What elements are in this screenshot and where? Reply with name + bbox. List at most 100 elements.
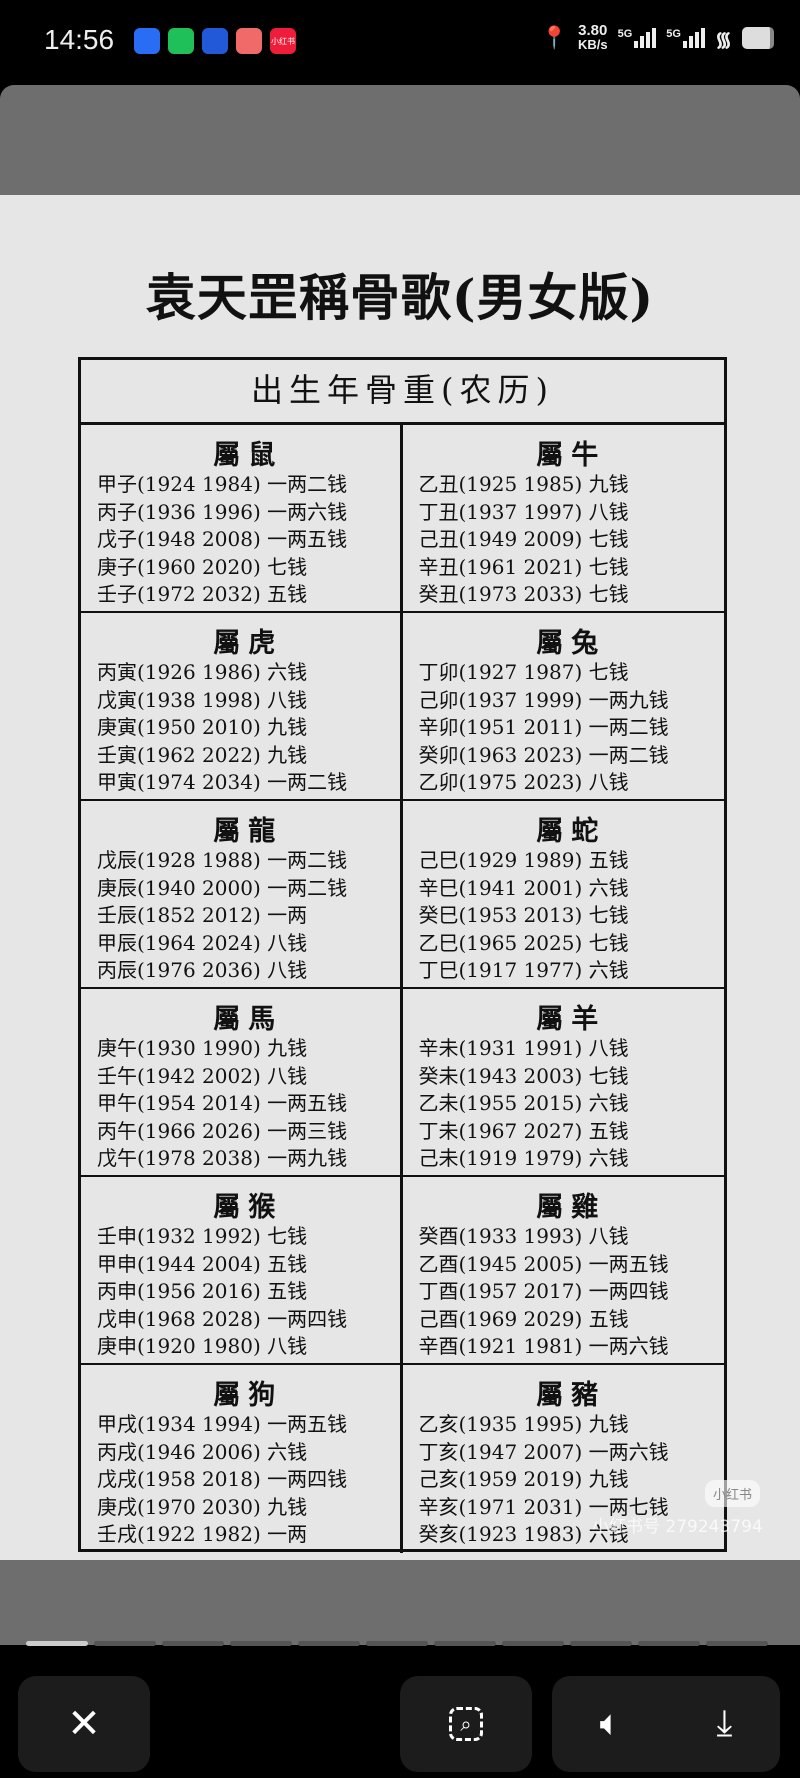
weight-row: 丙戌(1946 2006) 六钱 — [97, 1439, 308, 1464]
zodiac-cell: 屬雞 癸酉(1933 1993) 八钱乙酉(1945 2005) 一两五钱 丁酉(1… — [402, 1177, 724, 1365]
weight-row: 癸卯(1963 2023) 一两二钱 — [418, 742, 669, 767]
wifi-icon: ᯾ — [714, 28, 732, 51]
weight-row: 丁亥(1947 2007) 一两六钱 — [418, 1439, 669, 1464]
weight-row: 丁巳(1917 1977) 六钱 — [418, 958, 629, 982]
volume-icon[interactable]: 🔈︎ — [599, 1703, 622, 1744]
weight-row: 庚子(1960 2020) 七钱 — [97, 554, 308, 579]
weight-row: 甲午(1954 2014) 一两五钱 — [97, 1091, 348, 1115]
weight-row: 丙申(1956 2016) 五钱 — [97, 1279, 308, 1303]
zodiac-cell: 屬牛 乙丑(1925 1985) 九钱 丁丑(1937 1997) 八钱 己丑(194… — [402, 425, 724, 613]
zodiac-heading: 屬鼠 — [213, 440, 284, 471]
zodiac-heading: 屬雞 — [536, 1192, 607, 1223]
weight-row: 戊辰(1928 1988) 一两二钱 — [97, 848, 348, 872]
zodiac-cell: 屬豬 乙亥(1935 1995) 九钱丁亥(1947 2007) 一两六钱 己亥(1… — [403, 1365, 725, 1553]
zodiac-cell: 屬鼠 甲子(1924 1984) 一两二钱 丙子(1936 1996) 一两六钱 戊子… — [81, 425, 403, 613]
weight-row: 己丑(1949 2009) 七钱 — [418, 527, 629, 551]
page-dot[interactable] — [230, 1641, 292, 1646]
weight-row: 己酉(1969 2029) 五钱 — [418, 1306, 629, 1331]
weight-row: 甲子(1924 1984) 一两二钱 — [97, 472, 348, 496]
weight-row: 癸巳(1953 2013) 七钱 — [418, 903, 629, 927]
weight-row: 丙子(1936 1996) 一两六钱 — [97, 499, 348, 524]
zodiac-cell: 屬馬 庚午(1930 1990) 九钱 壬午(1942 2002) 八钱甲午(195… — [81, 989, 403, 1177]
weight-row: 己巳(1929 1989) 五钱 — [418, 848, 629, 872]
zodiac-cell: 屬蛇 己巳(1929 1989) 五钱 辛巳(1941 2001) 六钱 癸巳(195… — [402, 801, 724, 989]
page-dot[interactable] — [638, 1641, 700, 1646]
weight-row: 壬申(1932 1992) 七钱 — [97, 1224, 308, 1248]
zodiac-heading: 屬羊 — [536, 1004, 607, 1035]
page-dot[interactable] — [706, 1641, 768, 1646]
signal-icon — [634, 28, 657, 48]
watermark-badge: 小红书 — [705, 1480, 761, 1507]
weight-row: 戊寅(1938 1998) 八钱 — [97, 687, 308, 712]
weight-row: 庚寅(1950 2010) 九钱 — [97, 715, 308, 739]
zodiac-heading: 屬龍 — [213, 816, 284, 847]
weight-row: 辛未(1931 1991) 八钱 — [418, 1036, 629, 1060]
page-dot[interactable] — [26, 1641, 88, 1646]
download-icon[interactable]: ⤓ — [716, 1703, 733, 1744]
weight-row: 辛卯(1951 2011) 一两二钱 — [418, 715, 669, 739]
document-title: 袁天罡稱骨歌(男女版) — [145, 268, 655, 327]
zodiac-heading: 屬馬 — [213, 1004, 284, 1035]
net-speed: 3.80 — [578, 22, 608, 39]
zodiac-heading: 屬虎 — [213, 628, 284, 659]
weight-row: 壬午(1942 2002) 八钱 — [97, 1063, 308, 1088]
zodiac-cell: 屬狗 甲戌(1934 1994) 一两五钱 丙戌(1946 2006) 六钱 戊戌(1… — [81, 1365, 403, 1553]
weight-row: 丁未(1967 2027) 五钱 — [418, 1118, 629, 1143]
image-search-icon: ⌕ — [449, 1707, 483, 1741]
weight-row: 乙卯(1975 2023) 八钱 — [418, 770, 629, 794]
weight-row: 戊午(1978 2038) 一两九钱 — [97, 1146, 348, 1170]
weight-row: 壬子(1972 2032) 五钱 — [97, 582, 308, 606]
weight-row: 乙未(1955 2015) 六钱 — [418, 1091, 629, 1115]
zodiac-heading: 屬猴 — [213, 1192, 284, 1223]
page-dot[interactable] — [570, 1641, 632, 1646]
weight-row: 乙亥(1935 1995) 九钱 — [418, 1412, 629, 1436]
zodiac-cell: 屬龍 戊辰(1928 1988) 一两二钱 庚辰(1940 2000) 一两二钱 壬辰… — [81, 801, 403, 989]
net-speed-unit: KB/s — [577, 37, 608, 52]
zodiac-heading: 屬蛇 — [536, 816, 607, 847]
weight-row: 甲辰(1964 2024) 八钱 — [97, 930, 308, 955]
clock: 14:56 — [44, 24, 115, 55]
page-dot[interactable] — [162, 1641, 224, 1646]
weight-row: 丁酉(1957 2017) 一两四钱 — [418, 1279, 669, 1303]
weight-row: 己卯(1937 1999) 一两九钱 — [418, 687, 669, 712]
app-icon — [236, 28, 262, 54]
weight-row: 癸丑(1973 2033) 七钱 — [418, 582, 629, 606]
weight-row: 乙酉(1945 2005) 一两五钱 — [418, 1251, 669, 1276]
weight-row: 庚午(1930 1990) 九钱 — [97, 1036, 308, 1060]
weight-row: 癸酉(1933 1993) 八钱 — [418, 1224, 629, 1248]
weight-row: 辛亥(1971 2031) 一两七钱 — [418, 1494, 669, 1519]
image-search-button[interactable]: ⌕ — [400, 1676, 532, 1772]
weight-row: 甲寅(1974 2034) 一两二钱 — [97, 770, 348, 794]
weight-row: 壬寅(1962 2022) 九钱 — [97, 742, 308, 767]
weight-row: 丙午(1966 2026) 一两三钱 — [97, 1118, 348, 1143]
page-dot[interactable] — [366, 1641, 428, 1646]
zodiac-cell: 屬兔 丁卯(1927 1987) 七钱己卯(1937 1999) 一两九钱 辛卯(1… — [402, 613, 724, 801]
zodiac-cell: 屬虎 丙寅(1926 1986) 六钱 戊寅(1938 1998) 八钱 庚寅(195… — [81, 613, 403, 801]
weight-row: 丙寅(1926 1986) 六钱 — [97, 660, 308, 684]
page-indicator[interactable] — [26, 1641, 768, 1646]
weight-row: 甲戌(1934 1994) 一两五钱 — [97, 1412, 348, 1436]
weight-row: 辛巳(1941 2001) 六钱 — [418, 875, 629, 900]
weight-row: 丁卯(1927 1987) 七钱 — [418, 660, 629, 684]
status-bar: 14:56 小红书 📍 3.80 KB/s 5G 5G ᯾ — [0, 0, 800, 85]
close-button[interactable]: ✕ — [18, 1676, 150, 1772]
weight-row: 壬辰(1852 2012) 一两 — [97, 903, 308, 927]
app-icon — [202, 28, 228, 54]
xiaohongshu-icon: 小红书 — [270, 28, 296, 54]
page-dot[interactable] — [434, 1641, 496, 1646]
weight-row: 己未(1919 1979) 六钱 — [418, 1146, 629, 1170]
weight-row: 庚戌(1970 2030) 九钱 — [97, 1494, 308, 1519]
net-label-1: 5G — [617, 28, 633, 40]
zodiac-heading: 屬兔 — [536, 628, 607, 659]
page-dot[interactable] — [94, 1641, 156, 1646]
table-header: 出生年骨重(农历) — [81, 360, 724, 425]
page-dot[interactable] — [298, 1641, 360, 1646]
zodiac-heading: 屬豬 — [536, 1380, 607, 1411]
weight-row: 己亥(1959 2019) 九钱 — [418, 1467, 629, 1491]
weight-row: 辛丑(1961 2021) 七钱 — [418, 554, 629, 579]
weight-row: 辛酉(1921 1981) 一两六钱 — [418, 1334, 669, 1358]
wechat-icon — [168, 28, 194, 54]
close-icon: ✕ — [67, 1701, 101, 1747]
weight-row: 癸亥(1923 1983) 六钱 — [418, 1522, 629, 1546]
page-dot[interactable] — [502, 1641, 564, 1646]
